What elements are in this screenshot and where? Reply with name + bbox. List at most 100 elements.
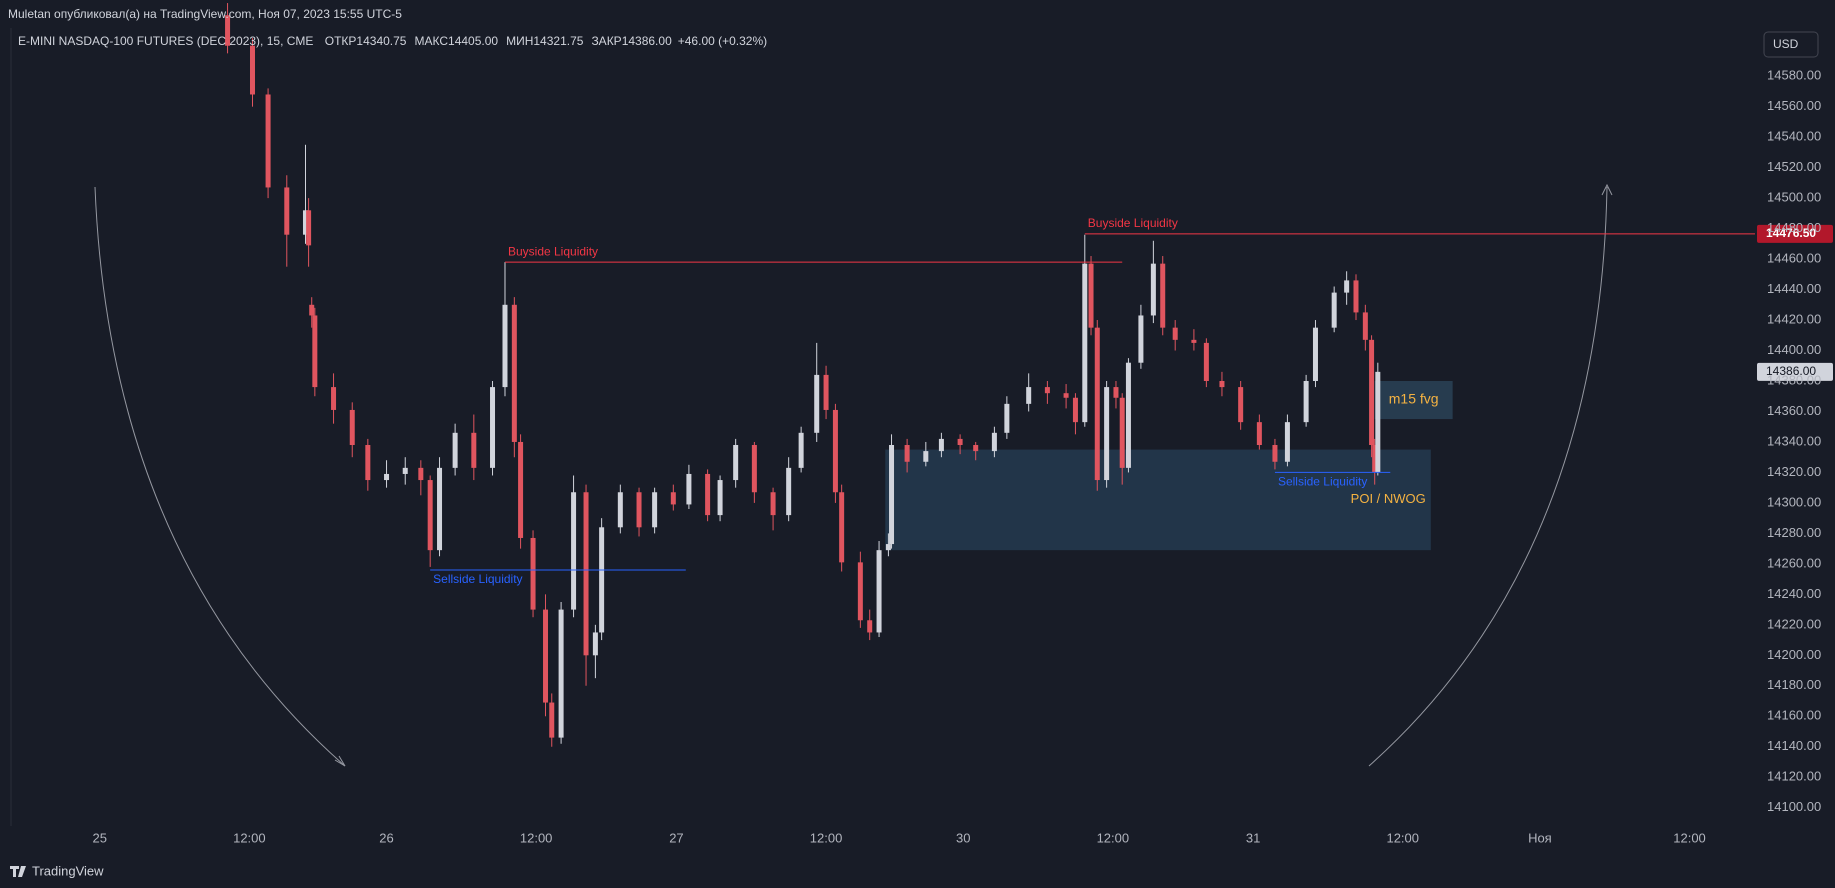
zone-label: POI / NWOG [1351,491,1426,506]
x-tick-label: 12:00 [1097,830,1130,845]
arc-arrow [94,186,346,767]
candle-body [1138,315,1144,363]
candle-body [571,492,577,610]
x-tick-label: 25 [93,830,107,845]
y-tick-label: 14540.00 [1767,129,1821,144]
zone-label: m15 fvg [1389,391,1439,407]
candle-body [284,187,290,235]
candle-body [225,15,231,46]
candle-body [814,374,820,433]
candle-body [867,620,873,633]
y-tick-label: 14400.00 [1767,342,1821,357]
candle-body [249,45,255,95]
y-tick-label: 14560.00 [1767,98,1821,113]
candle-body [1331,292,1337,328]
last-price-label: 14386.00 [1766,364,1816,378]
candle-body [1044,387,1050,394]
candle-body [306,210,312,246]
candle-body [823,374,829,410]
y-tick-label: 14440.00 [1767,281,1821,296]
x-tick-label: 27 [669,830,683,845]
candle-body [923,451,929,462]
candle-body [418,467,424,481]
y-tick-label: 14500.00 [1767,190,1821,205]
y-tick-label: 14220.00 [1767,616,1821,631]
y-tick-label: 14520.00 [1767,159,1821,174]
candle-body [885,544,891,551]
candle-body [312,315,318,388]
x-tick-label: 30 [956,830,970,845]
arrow-head [1601,183,1613,196]
y-tick-label: 14260.00 [1767,555,1821,570]
candle-body [957,438,963,446]
candle-body [904,445,910,462]
candle-body [1104,387,1110,481]
candle-body [1203,342,1209,381]
candle-body [384,473,390,481]
candle-body [583,492,589,656]
field-name: ОТКР [324,34,357,48]
candle-body [973,445,979,452]
field-name: МИН [506,34,534,48]
candle-body [1375,371,1381,473]
candle-body [599,527,605,633]
currency[interactable]: USD [1773,37,1799,51]
candle-body [839,492,845,563]
y-tick-label: 14180.00 [1767,677,1821,692]
currency-button[interactable] [1763,31,1819,58]
y-tick-label: 14420.00 [1767,311,1821,326]
level-label: Sellside Liquidity [433,572,522,586]
candle-body [686,473,692,505]
candle-body [1362,312,1368,340]
field-name: МАКС [414,34,449,48]
candle-body [490,387,496,468]
y-tick-label: 14480.00 [1767,220,1821,235]
zone [885,449,1431,551]
candle-body [1094,327,1100,481]
candle-body [770,492,776,516]
candle-body [1088,263,1094,328]
last-price-tag [1757,362,1833,381]
zones [885,380,1453,551]
candle-body [1160,263,1166,328]
candle-body [309,304,315,316]
candle-body [265,94,271,188]
symbol: E-MINI NASDAQ-100 FUTURES (DEC 2023), 15… [18,34,314,48]
field-value: 14340.75 [356,34,407,48]
published: Muletan опубликовал(а) на TradingView.co… [8,7,402,21]
candle-body [1063,393,1069,398]
level-label: Buyside Liquidity [508,244,598,258]
candle-body [349,409,355,446]
candle-body [502,304,508,388]
x-tick-label: 12:00 [1673,830,1706,845]
candle-body [1072,397,1078,423]
candle-body [365,445,371,481]
field-value: 14405.00 [448,34,499,48]
candle-body [1026,387,1032,404]
brand: TradingView [32,863,104,878]
axes: 14100.00 14120.00 14140.00 14160.00 14180.00… [93,68,1822,846]
level-label: Buyside Liquidity [1088,216,1178,230]
candle-body [518,441,524,538]
change: +46.00 (+0.32%) [677,34,768,48]
legend: E-MINI NASDAQ-100 FUTURES (DEC 2023), 15… [18,34,767,48]
candle-body [889,445,895,545]
candle-body [617,492,623,528]
candle-body [402,467,408,474]
zone [1374,380,1453,420]
candle-body [798,432,804,468]
arc-arrow [1368,186,1608,767]
candle-body [717,480,723,516]
candle-body [1172,327,1178,340]
candle-body [1284,422,1290,462]
y-tick-label: 14160.00 [1767,708,1821,723]
candle-body [331,387,337,410]
candle-body [437,467,443,551]
x-tick-label: 26 [379,830,393,845]
candle-body [471,432,477,468]
y-tick-label: 14580.00 [1767,68,1821,83]
y-tick-label: 14320.00 [1767,464,1821,479]
candle-body [1119,397,1125,468]
candle-body [1004,403,1010,433]
